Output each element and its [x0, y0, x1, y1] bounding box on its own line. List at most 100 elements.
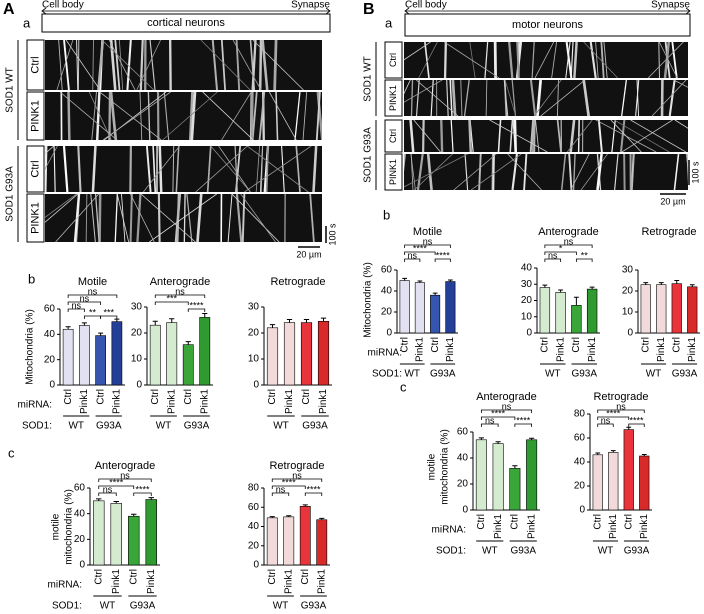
y-axis-label: Mitochondria (%)	[25, 309, 36, 385]
bar	[526, 439, 538, 511]
significance-label: ****	[491, 408, 506, 418]
group-label: WT	[482, 546, 498, 557]
chart-title: Motile	[413, 226, 442, 238]
significance-label: ns	[292, 470, 302, 480]
significance-label: ns	[485, 415, 495, 425]
y-tick-label: 10	[622, 307, 634, 318]
bar	[414, 282, 425, 334]
significance-bracket	[480, 409, 533, 413]
stationary-track	[410, 154, 414, 190]
stationary-track	[464, 154, 469, 190]
stationary-track	[183, 194, 186, 242]
y-tick-label: 20	[521, 295, 533, 306]
significance-bracket	[544, 251, 577, 255]
stationary-track	[136, 194, 142, 242]
stationary-track	[294, 92, 301, 140]
y-tick-label: 0	[579, 505, 585, 516]
significance-bracket	[67, 301, 102, 305]
significance-label: ns	[71, 300, 81, 310]
y-tick-label: 0	[627, 328, 633, 339]
error-bar	[689, 284, 695, 287]
bar	[509, 468, 521, 511]
bar	[182, 344, 194, 386]
group-label: WT	[100, 601, 116, 612]
moving-track	[108, 40, 136, 90]
moving-track	[570, 154, 590, 190]
stationary-track	[129, 146, 132, 192]
x-tick-label: Pink1	[283, 569, 294, 594]
moving-track	[533, 80, 562, 116]
moving-track	[444, 42, 500, 78]
moving-track	[647, 42, 684, 78]
significance-label: ns	[407, 250, 417, 260]
significance-bracket	[98, 478, 152, 482]
stationary-track	[275, 92, 279, 140]
bar	[199, 317, 211, 386]
x-tick-label: Ctrl	[623, 514, 634, 530]
x-tick-label: Pink1	[656, 337, 667, 362]
stationary-track	[597, 120, 603, 152]
y-tick-label: 60	[74, 483, 86, 494]
x-tick-label: Ctrl	[430, 337, 441, 353]
bar	[110, 503, 122, 566]
genotype-label: SOD1 G93A	[5, 166, 16, 222]
significance-bracket	[304, 492, 323, 496]
moving-track	[469, 42, 476, 78]
significance-label: ****	[436, 250, 451, 260]
x-tick-label: Ctrl	[300, 569, 311, 585]
group-label: WT	[68, 421, 84, 432]
y-axis-label: mitochondria (%)	[64, 489, 75, 565]
stationary-track	[220, 40, 226, 90]
stationary-track	[560, 154, 567, 190]
kymograph-bg	[45, 146, 322, 192]
significance-bracket	[154, 294, 206, 298]
stationary-track	[190, 92, 197, 140]
bar	[475, 439, 487, 511]
moving-track	[631, 154, 634, 190]
stationary-track	[265, 146, 269, 192]
moving-track	[418, 42, 438, 78]
x-tick-label: Ctrl	[128, 569, 139, 585]
x-tick-label: Pink1	[415, 337, 426, 362]
bar	[283, 516, 295, 566]
significance-bracket	[404, 258, 421, 262]
cell-body-label: Cell body	[405, 0, 447, 11]
significance-label: ****	[109, 477, 124, 487]
moving-track	[218, 146, 251, 192]
significance-label: ns	[120, 470, 130, 480]
significance-label: ****	[282, 477, 297, 487]
stationary-track	[516, 42, 520, 78]
moving-track	[413, 120, 441, 152]
bar	[639, 455, 650, 511]
moving-track	[59, 92, 118, 140]
x-tick-label: Pink1	[199, 389, 210, 414]
stationary-track	[235, 40, 241, 90]
moving-track	[404, 80, 443, 103]
bar	[539, 287, 551, 334]
moving-track	[268, 92, 297, 140]
group-label: WT	[404, 369, 420, 380]
kymograph-bg	[404, 120, 688, 152]
error-bar	[152, 320, 158, 326]
stationary-track	[85, 194, 88, 242]
group-label: G93A	[184, 421, 210, 432]
error-bar	[131, 513, 137, 517]
stationary-track	[511, 80, 517, 116]
group-label: G93A	[301, 601, 327, 612]
significance-bracket	[575, 258, 593, 262]
condition-box	[384, 79, 403, 117]
y-tick-label: 20	[248, 540, 260, 551]
moving-track	[55, 194, 99, 242]
stationary-track	[206, 146, 212, 192]
bar	[166, 322, 178, 386]
significance-label: ****	[135, 484, 150, 494]
group-label: WT	[156, 421, 172, 432]
stationary-track	[114, 194, 119, 242]
mirna-row-label: miRNA:	[48, 580, 82, 591]
moving-track	[485, 80, 488, 116]
stationary-track	[551, 42, 558, 78]
moving-track	[404, 154, 469, 188]
x-tick-label: Pink1	[526, 514, 537, 539]
stationary-track	[410, 80, 414, 116]
moving-track	[658, 42, 678, 78]
